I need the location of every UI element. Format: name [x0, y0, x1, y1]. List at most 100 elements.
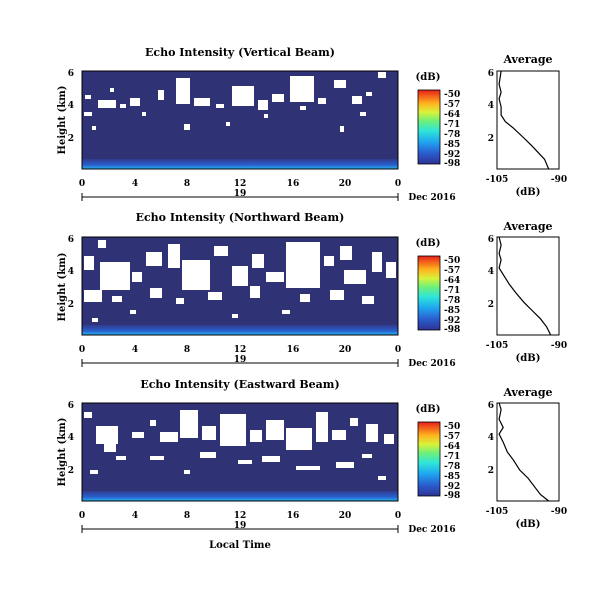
panel-title: Echo Intensity (Northward Beam): [136, 211, 345, 224]
average-profile-line: [498, 70, 550, 170]
y-tick-labels: 6 4 2: [68, 235, 74, 310]
x-tick-label: 0: [395, 179, 401, 189]
average-y-tick: 6: [488, 69, 494, 79]
x-tick-label: 8: [184, 345, 190, 355]
colorbar-tick: -92: [444, 482, 460, 492]
panel-title: Echo Intensity (Eastward Beam): [140, 378, 339, 391]
y-axis-label: Height (km): [57, 253, 68, 322]
y-tick-label: 6: [68, 401, 74, 411]
average-x-tick: -105: [486, 175, 509, 185]
average-y-tick: 4: [488, 433, 494, 443]
x-tick-label: 4: [132, 179, 138, 189]
x-tick-label: 8: [184, 511, 190, 521]
colorbar-tick: -78: [444, 130, 460, 140]
colorbar-tick: -98: [444, 325, 460, 335]
average-title: Average: [502, 220, 552, 233]
day-label: 19: [234, 189, 247, 199]
y-tick-label: 2: [68, 466, 74, 476]
average-title: Average: [502, 386, 552, 399]
y-tick-label: 6: [68, 69, 74, 79]
colorbar-tick: -78: [444, 462, 460, 472]
colorbar-tick: -85: [444, 140, 460, 150]
panel-vertical-beam: Echo Intensity (Vertical Beam) Height (k…: [57, 46, 567, 203]
plot-frame: [81, 70, 399, 170]
x-tick-label: 0: [79, 179, 85, 189]
colorbar-tick: -71: [444, 120, 460, 130]
colorbar-tick: -64: [444, 442, 460, 452]
x-tick-label: 8: [184, 179, 190, 189]
surface-echo-band: [82, 491, 398, 501]
average-title: Average: [502, 53, 552, 66]
colorbar-tick: -64: [444, 276, 460, 286]
colorbar-tick: -57: [444, 266, 460, 276]
y-tick-label: 4: [68, 433, 74, 443]
y-tick-labels: 6 4 2: [68, 69, 74, 144]
x-tick-label: 0: [79, 511, 85, 521]
x-tick-label: 4: [132, 511, 138, 521]
average-x-tick: -90: [551, 175, 567, 185]
missing-data-mask: [84, 410, 394, 480]
day-label: 19: [234, 355, 247, 365]
colorbar-unit: (dB): [416, 404, 441, 415]
heatmap-field: [82, 71, 398, 169]
average-y-tick: 2: [488, 134, 494, 144]
colorbar: [417, 89, 441, 165]
average-x-label: (dB): [516, 519, 541, 530]
colorbar-tick: -57: [444, 100, 460, 110]
y-axis-label: Height (km): [57, 418, 68, 487]
x-tick-label: 20: [339, 511, 352, 521]
y-tick-label: 4: [68, 101, 74, 111]
colorbar-tick: -71: [444, 452, 460, 462]
average-frame: [496, 236, 560, 336]
plot-frame: [81, 236, 399, 336]
date-label: Dec 2016: [408, 525, 455, 535]
y-tick-labels: 6 4 2: [68, 401, 74, 476]
panel-title: Echo Intensity (Vertical Beam): [145, 46, 335, 59]
x-tick-labels: 0 4 8 12 16 20 0: [79, 179, 401, 189]
colorbar-tick: -50: [444, 422, 460, 432]
colorbar: [417, 421, 441, 497]
date-label: Dec 2016: [408, 193, 455, 203]
average-y-tick: 6: [488, 235, 494, 245]
x-tick-label: 12: [234, 511, 247, 521]
colorbar-ticks: -50 -57 -64 -71 -78 -85 -92 -98: [444, 422, 460, 501]
missing-data-mask: [84, 240, 396, 322]
average-y-tick: 4: [488, 101, 494, 111]
y-tick-label: 2: [68, 300, 74, 310]
x-tick-labels: 0 4 8 12 16 20 0: [79, 511, 401, 521]
colorbar-unit: (dB): [416, 238, 441, 249]
colorbar-tick: -71: [444, 286, 460, 296]
colorbar-tick: -78: [444, 296, 460, 306]
missing-data-mask: [84, 72, 386, 132]
colorbar-tick: -92: [444, 316, 460, 326]
average-x-tick: -90: [551, 341, 567, 351]
x-tick-label: 0: [79, 345, 85, 355]
average-frame: [496, 70, 560, 170]
surface-echo-band: [82, 159, 398, 169]
colorbar-tick: -50: [444, 90, 460, 100]
average-profile-line: [498, 236, 552, 336]
y-tick-label: 4: [68, 267, 74, 277]
surface-echo-band: [82, 325, 398, 335]
average-x-label: (dB): [516, 353, 541, 364]
average-y-tick: 2: [488, 466, 494, 476]
average-frame: [496, 402, 560, 502]
plot-frame: [81, 402, 399, 502]
colorbar-tick: -92: [444, 150, 460, 160]
colorbar: [417, 255, 441, 331]
colorbar-tick: -85: [444, 306, 460, 316]
x-tick-label: 20: [339, 345, 352, 355]
x-tick-label: 12: [234, 345, 247, 355]
average-y-tick: 4: [488, 267, 494, 277]
x-tick-label: 16: [287, 345, 300, 355]
colorbar-tick: -98: [444, 491, 460, 501]
colorbar-unit: (dB): [416, 72, 441, 83]
date-label: Dec 2016: [408, 359, 455, 369]
average-x-tick: -105: [486, 507, 509, 517]
x-tick-label: 20: [339, 179, 352, 189]
x-tick-label: 4: [132, 345, 138, 355]
x-tick-label: 16: [287, 179, 300, 189]
average-profile-line: [498, 402, 550, 502]
panel-eastward-beam: Echo Intensity (Eastward Beam) Height (k…: [57, 378, 567, 551]
